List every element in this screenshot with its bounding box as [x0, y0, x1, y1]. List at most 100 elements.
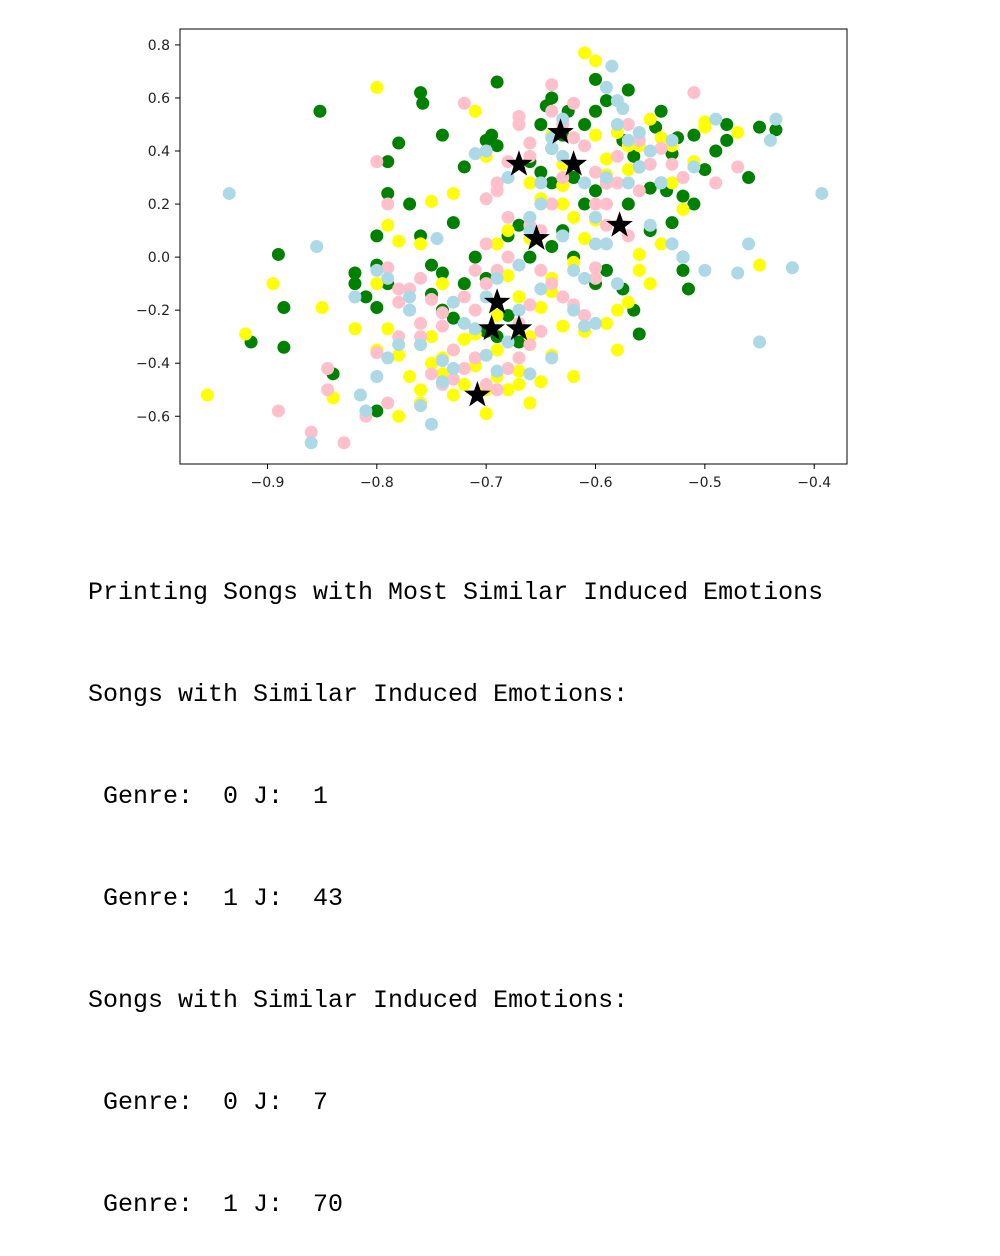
yellow-point-2: [266, 277, 280, 291]
green-point-11: [621, 83, 635, 97]
green-point-36: [545, 176, 559, 190]
pink-point-72: [523, 298, 537, 312]
lightblue-point-30: [610, 117, 624, 131]
yellow-point-22: [534, 301, 548, 315]
pink-point-5: [370, 155, 384, 169]
green-point-2: [416, 96, 430, 110]
yellow-point-15: [457, 377, 471, 391]
green-point-34: [578, 197, 592, 211]
yellow-point-67: [392, 234, 406, 248]
lightblue-point-75: [621, 176, 635, 190]
lightblue-point-3: [353, 388, 367, 402]
pink-point-36: [643, 157, 657, 171]
yellow-point-64: [348, 322, 362, 336]
yellow-point-57: [490, 308, 504, 322]
pink-point-71: [479, 192, 493, 206]
lightblue-point-44: [763, 133, 777, 147]
pink-point-63: [589, 271, 603, 285]
pink-point-45: [512, 351, 526, 365]
y-axis: −0.6 −0.4 −0.2 0.0 0.2 0.4 0.6 0.8: [136, 38, 180, 425]
pink-point-11: [424, 367, 438, 381]
pink-point-13: [446, 343, 460, 357]
y-tick-label: 0.6: [148, 91, 170, 107]
pink-point-77: [632, 184, 646, 198]
green-point-15: [643, 181, 657, 195]
yellow-point-35: [643, 112, 657, 126]
pink-point-50: [457, 362, 471, 376]
green-point-52: [370, 301, 384, 315]
lightblue-point-35: [654, 176, 668, 190]
lightblue-point-55: [610, 277, 624, 291]
lightblue-point-22: [534, 197, 548, 211]
output-line-header: Printing Songs with Most Similar Induced…: [88, 578, 824, 607]
green-point-17: [654, 104, 668, 118]
green-point-8: [578, 117, 592, 131]
lightblue-point-46: [785, 261, 799, 275]
yellow-point-72: [621, 295, 635, 309]
lightblue-point-42: [742, 237, 756, 251]
pink-point-24: [534, 263, 548, 277]
green-point-67: [523, 250, 537, 264]
green-point-84: [665, 216, 679, 230]
yellow-point-19: [501, 383, 515, 397]
pink-point-30: [589, 165, 603, 179]
yellow-point-29: [589, 54, 603, 68]
lightblue-point-20: [512, 258, 526, 272]
lightblue-point-28: [599, 80, 613, 94]
lightblue-point-73: [578, 176, 592, 190]
data-points: [200, 46, 829, 450]
green-point-66: [512, 218, 526, 232]
green-point-28: [687, 197, 701, 211]
pink-point-22: [523, 136, 537, 150]
lightblue-point-51: [534, 176, 548, 190]
yellow-point-69: [643, 277, 657, 291]
yellow-point-77: [534, 375, 548, 389]
yellow-point-7: [381, 322, 395, 336]
lightblue-point-34: [643, 218, 657, 232]
green-point-91: [485, 128, 499, 142]
pink-point-53: [424, 293, 438, 307]
lightblue-point-4: [370, 369, 384, 383]
yellow-point-38: [676, 202, 690, 216]
lightblue-point-40: [709, 112, 723, 126]
green-point-33: [589, 184, 603, 198]
yellow-point-10: [414, 383, 428, 397]
lightblue-point-56: [589, 316, 603, 330]
plot-frame: [179, 28, 848, 465]
pink-point-85: [435, 306, 449, 320]
lightblue-point-53: [589, 210, 603, 224]
lightblue-point-26: [578, 319, 592, 333]
pink-point-1: [337, 436, 351, 450]
green-point-63: [468, 250, 482, 264]
star-marker-3: [606, 211, 633, 237]
scatter-plot: −0.9 −0.8 −0.7 −0.6 −0.5 −0.4 −0.6 −0.4 −0.2 0.0…: [136, 28, 848, 491]
lightblue-point-32: [621, 133, 635, 147]
pink-point-3: [321, 383, 335, 397]
yellow-point-74: [578, 232, 592, 246]
lightblue-point-6: [381, 351, 395, 365]
lightblue-point-54: [599, 237, 613, 251]
pink-point-34: [621, 117, 635, 131]
lightblue-point-45: [769, 112, 783, 126]
yellow-point-14: [446, 186, 460, 200]
pink-point-7: [381, 261, 395, 275]
yellow-point-78: [523, 396, 537, 410]
pink-point-26: [545, 78, 559, 92]
lightblue-point-1: [310, 240, 324, 253]
pink-point-33: [610, 149, 624, 163]
star-marker-1: [547, 118, 574, 144]
yellow-point-91: [698, 115, 712, 129]
green-point-41: [435, 128, 449, 142]
lightblue-point-9: [414, 399, 428, 413]
pink-point-84: [457, 290, 471, 304]
yellow-point-62: [424, 356, 438, 370]
lightblue-point-21: [523, 224, 537, 238]
yellow-point-33: [621, 163, 635, 177]
green-point-10: [599, 94, 613, 108]
green-point-40: [457, 160, 471, 174]
lightblue-point-23: [545, 141, 559, 155]
yellow-point-41: [753, 258, 767, 272]
pink-point-28: [567, 131, 581, 145]
yellow-point-30: [589, 128, 603, 142]
lightblue-point-63: [435, 354, 449, 368]
